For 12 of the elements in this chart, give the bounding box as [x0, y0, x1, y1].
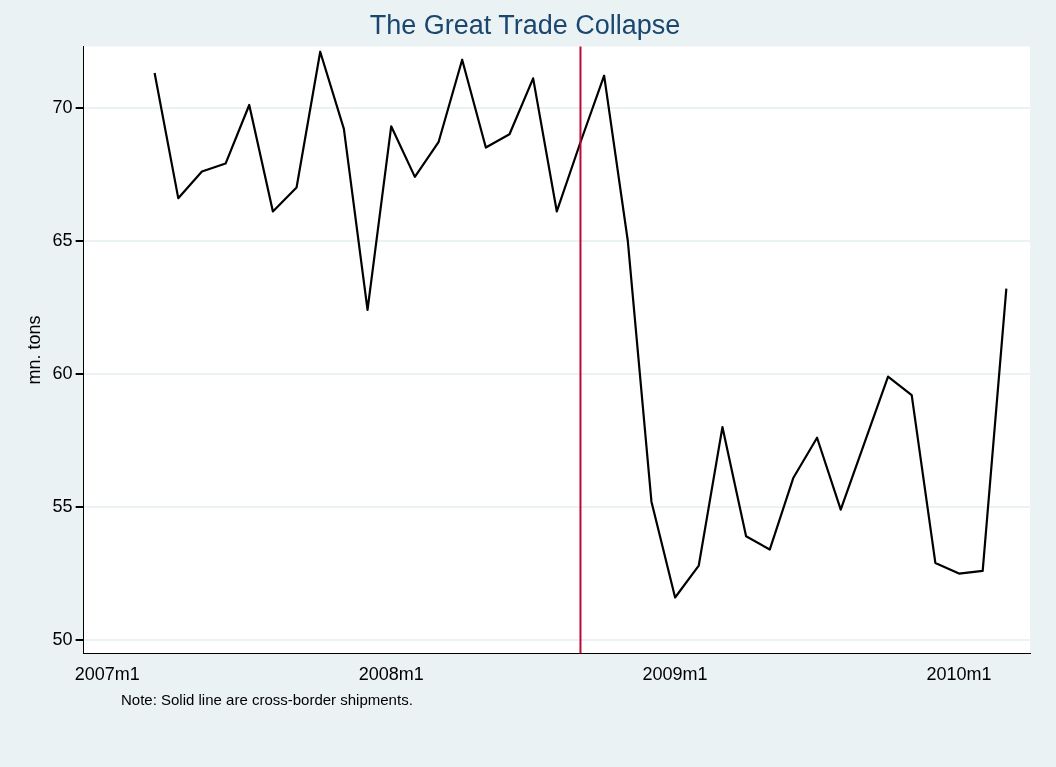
y-axis-title: mn. tons	[23, 315, 44, 385]
y-tick-label: 60	[52, 362, 73, 383]
y-tick-label: 55	[52, 495, 73, 516]
y-tick-label: 50	[52, 629, 73, 650]
x-tick-label: 2010m1	[926, 664, 992, 685]
x-tick-label: 2008m1	[358, 664, 424, 685]
text: Note: Solid line are cross-border shipments.	[121, 691, 413, 708]
chart-title: The Great Trade Collapse	[369, 9, 681, 40]
y-tick-label: 70	[52, 96, 73, 117]
x-tick-label: 2007m1	[74, 664, 140, 685]
y-tick-label: 65	[52, 229, 73, 250]
x-tick-label: 2009m1	[642, 664, 708, 685]
